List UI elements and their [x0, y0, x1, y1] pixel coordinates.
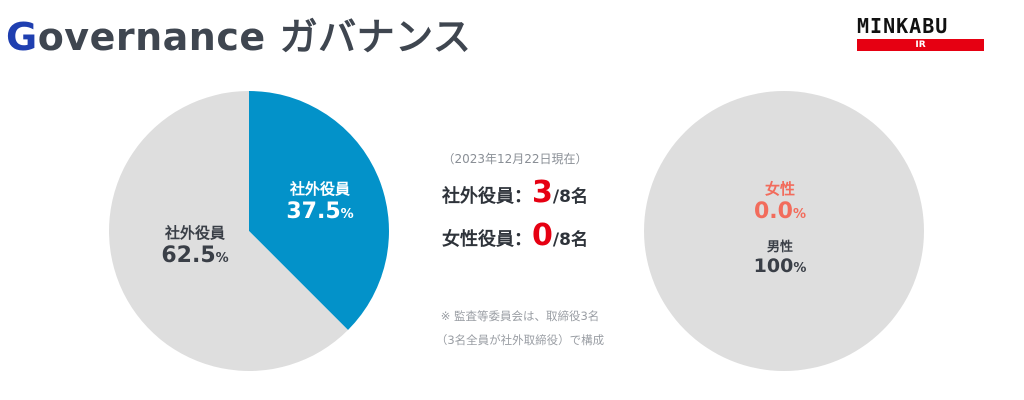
- stat-label: 女性役員：: [442, 229, 533, 250]
- pie-0-slice-1: [109, 91, 348, 371]
- as-of-date: （2023年12月22日現在）: [442, 152, 588, 166]
- right-pie-slice-1-label: 男性 100%: [730, 236, 830, 277]
- slice-value: 100%: [730, 255, 830, 277]
- logo-ir-bar: IR: [857, 39, 984, 51]
- slice-label-text: 女性: [764, 180, 795, 198]
- slice-value-number: 62.5: [161, 243, 216, 268]
- stat-suffix: /8名: [552, 230, 588, 250]
- pie-0-slice-0: [249, 91, 389, 330]
- slice-label-text: 社外役員: [289, 180, 350, 198]
- title-first-letter: G: [6, 15, 38, 59]
- slice-value-number: 37.5: [286, 199, 341, 224]
- outside-directors-stat: 社外役員：3/8名: [420, 175, 610, 210]
- title-japanese: ガバナンス: [279, 15, 472, 59]
- left-pie-slice-1-label: 社外役員 62.5%: [140, 222, 250, 268]
- page-title: Governance ガバナンス: [6, 6, 471, 61]
- slice-label-text: 社外役員: [164, 224, 225, 242]
- minkabu-logo: MINKABU IR: [857, 16, 984, 51]
- title-rest: overnance: [37, 15, 266, 59]
- slice-value-unit: %: [793, 261, 807, 276]
- slice-value: 37.5%: [265, 199, 375, 224]
- logo-name: MINKABU: [857, 14, 949, 38]
- slice-value-unit: %: [340, 207, 354, 222]
- stat-value: 3: [532, 175, 553, 210]
- right-pie-slice-0-label: 女性 0.0%: [730, 178, 830, 224]
- pie-1-slice-1: [644, 91, 924, 371]
- slice-value-unit: %: [215, 251, 229, 266]
- note-line-1: ※ 監査等委員会は、取締役3名: [440, 309, 600, 323]
- audit-committee-note: ※ 監査等委員会は、取締役3名 （3名全員が社外取締役）で構成: [425, 304, 615, 352]
- slice-value-number: 0.0: [753, 199, 793, 224]
- slice-value: 62.5%: [140, 243, 250, 268]
- note-line-2: （3名全員が社外取締役）で構成: [435, 333, 605, 347]
- summary-panel: （2023年12月22日現在） 社外役員：3/8名 女性役員：0/8名: [420, 150, 610, 253]
- left-pie-slice-0-label: 社外役員 37.5%: [265, 178, 375, 224]
- slice-value-number: 100: [753, 255, 794, 277]
- slice-label-text: 男性: [766, 240, 793, 255]
- female-directors-stat: 女性役員：0/8名: [420, 218, 610, 253]
- slice-value-unit: %: [792, 207, 806, 222]
- slice-value: 0.0%: [730, 199, 830, 224]
- stat-suffix: /8名: [552, 187, 588, 207]
- stat-label: 社外役員：: [442, 186, 533, 207]
- stat-value: 0: [532, 218, 553, 253]
